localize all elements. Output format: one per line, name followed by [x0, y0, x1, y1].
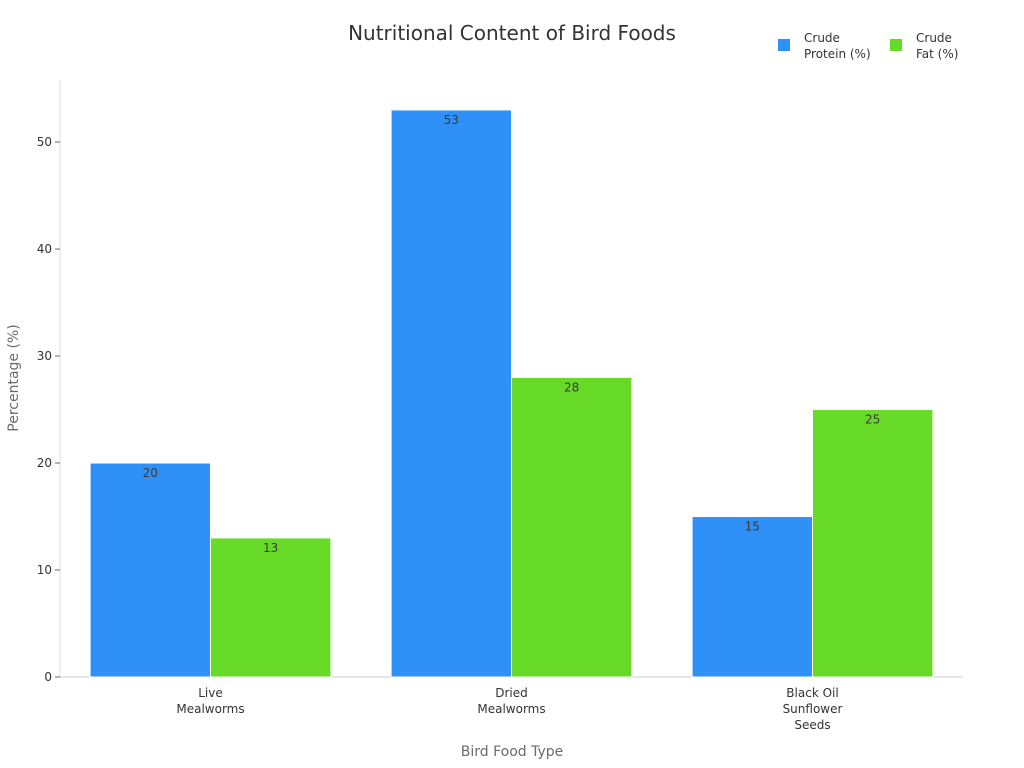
x-axis-label: Bird Food Type: [461, 744, 564, 760]
y-axis-label: Percentage (%): [6, 324, 22, 431]
legend: Crude Protein (%) Crude Fat (%): [778, 31, 958, 61]
bar: [691, 516, 813, 678]
y-tick-label: 0: [44, 670, 52, 684]
bar: [812, 409, 934, 678]
plot-area: 0 10 20 30 40 50 20 13 Live Mealworms 53 28 Dried Mea…: [37, 80, 963, 732]
legend-entry-line: Crude: [804, 31, 840, 45]
y-tick-label: 40: [37, 242, 52, 256]
y-tick-label: 30: [37, 349, 52, 363]
x-tick-label: Live Mealworms: [176, 686, 244, 716]
y-tick-label: 50: [37, 135, 52, 149]
x-tick-label-line: Mealworms: [477, 702, 545, 716]
legend-swatch: [890, 39, 902, 51]
legend-entry: Crude Protein (%): [804, 31, 871, 61]
y-tick-label: 20: [37, 456, 52, 470]
x-tick-label-line: Live: [198, 686, 223, 700]
data-label: 13: [263, 541, 278, 555]
data-label: 25: [865, 413, 880, 427]
chart-title: Nutritional Content of Bird Foods: [348, 21, 676, 45]
bar: [390, 109, 513, 678]
data-label: 53: [444, 113, 459, 127]
x-tick-label-line: Dried: [495, 686, 528, 700]
legend-entry-line: Crude: [916, 31, 952, 45]
legend-entry-line: Protein (%): [804, 47, 871, 61]
bar: [210, 537, 332, 678]
x-tick-label-line: Mealworms: [176, 702, 244, 716]
bar: [89, 462, 211, 678]
x-tick-label: Dried Mealworms: [477, 686, 545, 716]
data-label: 20: [143, 466, 158, 480]
x-tick-label: Black Oil Sunflower Seeds: [783, 686, 843, 732]
bar: [511, 376, 633, 678]
x-tick-label-line: Sunflower: [783, 702, 843, 716]
legend-entry: Crude Fat (%): [916, 31, 958, 61]
data-label: 15: [745, 520, 760, 534]
legend-swatch: [778, 39, 790, 51]
x-tick-label-line: Seeds: [794, 718, 830, 732]
data-label: 28: [564, 380, 579, 394]
x-tick-label-line: Black Oil: [786, 686, 838, 700]
y-tick-label: 10: [37, 563, 52, 577]
legend-entry-line: Fat (%): [916, 47, 958, 61]
